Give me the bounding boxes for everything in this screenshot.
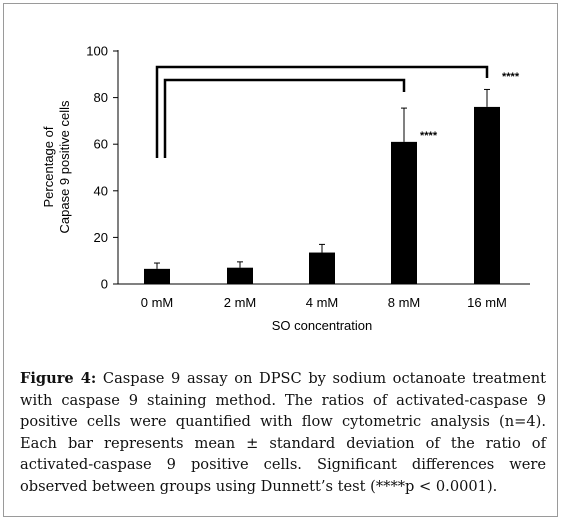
bar	[474, 106, 500, 284]
y-tick-label: 20	[94, 230, 108, 245]
x-tick-label: 4 mM	[306, 295, 339, 310]
x-tick-label: 2 mM	[224, 295, 257, 310]
bar-chart: 0 20 40 60 80 100 Percentage of Capase 9 positi…	[41, 44, 530, 333]
x-tick-label: 0 mM	[141, 295, 174, 310]
y-tick-label: 40	[94, 183, 108, 198]
bar	[391, 141, 417, 284]
bar	[144, 268, 170, 284]
y-tick-label: 0	[101, 277, 108, 292]
x-tick-label: 16 mM	[467, 295, 507, 310]
y-axis-label: Percentage of	[41, 126, 56, 207]
y-axis-label: Capase 9 positive cells	[57, 100, 72, 233]
figure-frame	[3, 3, 558, 517]
figure-caption: Figure 4: Caspase 9 assay on DPSC by sod…	[20, 368, 546, 498]
significance-label: ****	[502, 71, 520, 83]
y-tick-label: 80	[94, 90, 108, 105]
y-tick-label: 60	[94, 137, 108, 152]
x-axis-label: SO concentration	[272, 318, 372, 333]
bar	[309, 252, 335, 284]
significance-bracket	[155, 65, 489, 158]
caption-label: Figure 4:	[20, 370, 97, 387]
caption-text: Caspase 9 assay on DPSC by sodium octano…	[20, 370, 546, 495]
x-tick-label: 8 mM	[388, 295, 421, 310]
significance-label: ****	[420, 130, 438, 142]
significance-bracket	[163, 78, 406, 158]
bar	[227, 267, 253, 284]
y-tick-label: 100	[86, 44, 108, 59]
